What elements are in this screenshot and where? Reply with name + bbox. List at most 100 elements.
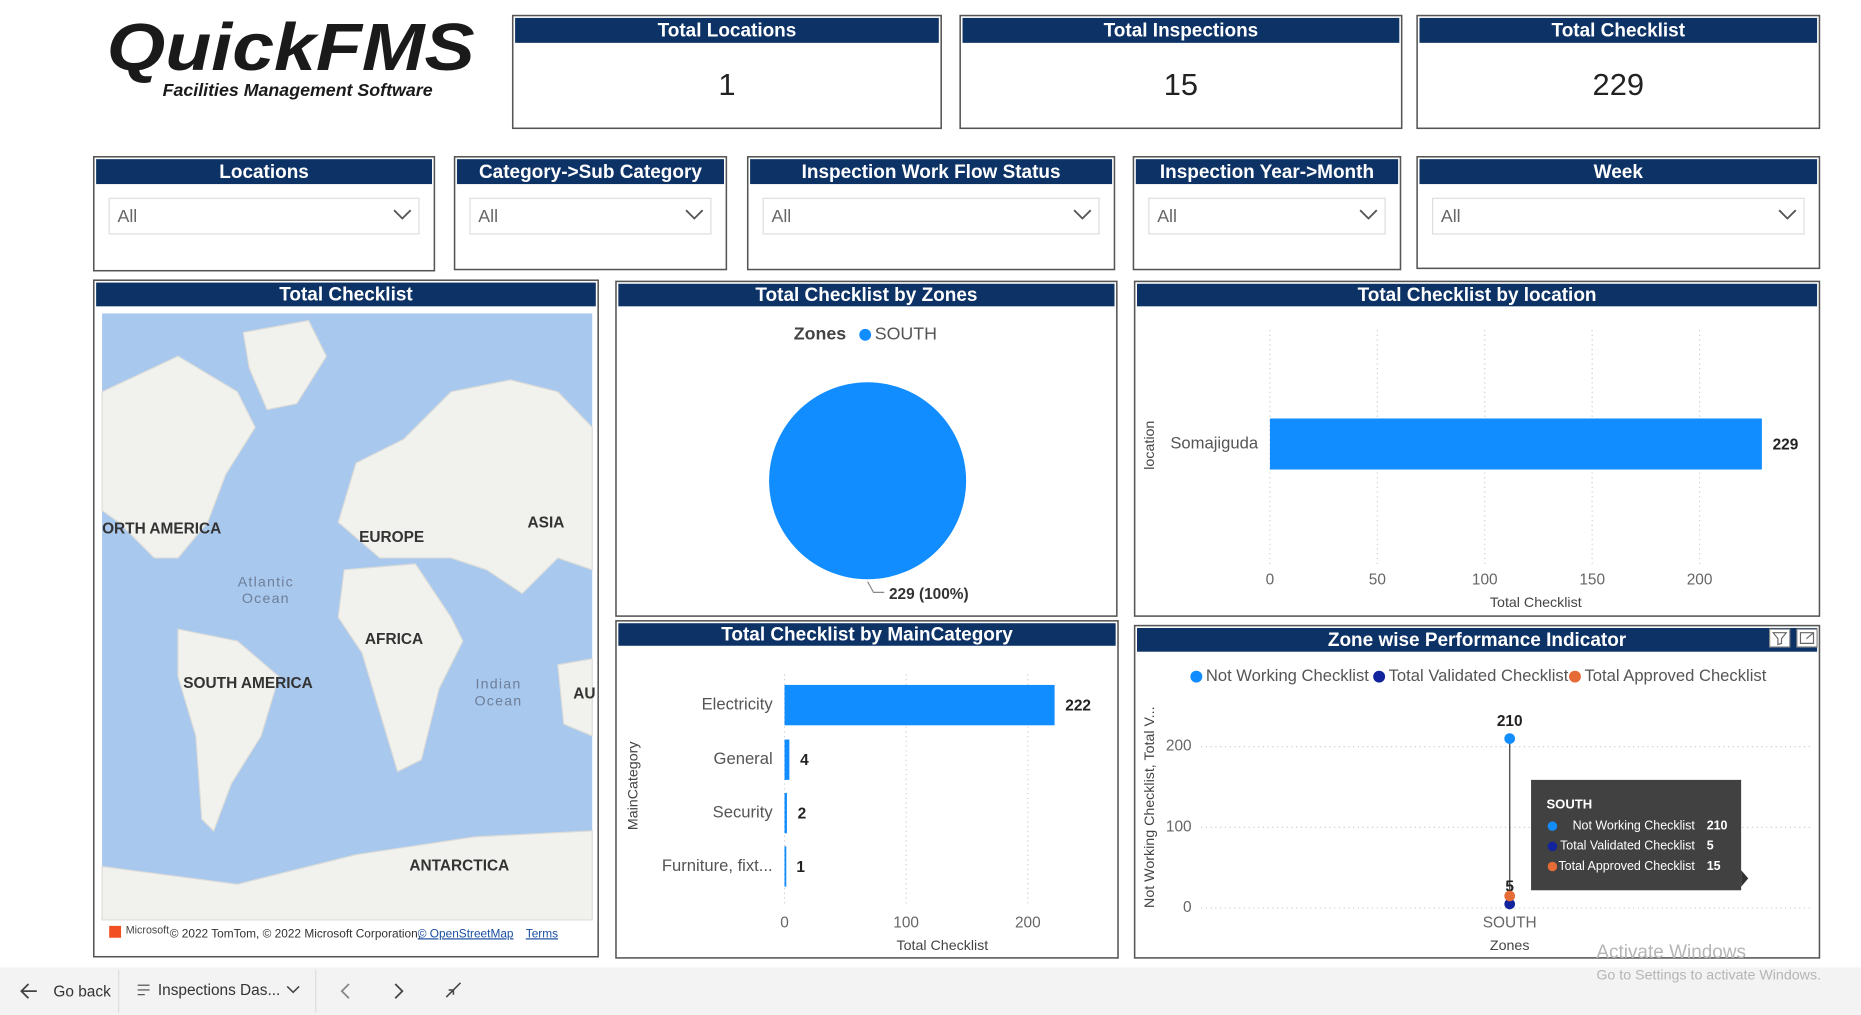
panel-header bbox=[1137, 283, 1818, 307]
x-tick-label: 200 bbox=[1015, 915, 1041, 932]
legend-title: Zones bbox=[794, 324, 847, 344]
category-label: Electricity bbox=[702, 695, 774, 714]
x-tick-label: 200 bbox=[1687, 572, 1713, 589]
tooltip-name: Total Approved Checklist bbox=[1558, 859, 1695, 873]
scatter-point bbox=[1504, 890, 1516, 902]
map-osm-link[interactable]: © OpenStreetMap bbox=[418, 926, 514, 940]
y-axis-label: location bbox=[1142, 421, 1158, 470]
panel-title: Total Checklist bbox=[279, 285, 413, 306]
go-back-button[interactable]: Go back bbox=[20, 983, 111, 1000]
y-tick-label: 100 bbox=[1166, 818, 1192, 835]
legend-label: Not Working Checklist bbox=[1206, 666, 1369, 685]
card-value: 15 bbox=[1164, 67, 1198, 102]
map-label: AFRICA bbox=[365, 631, 423, 648]
fullscreen-exit-button[interactable] bbox=[445, 982, 462, 998]
dropdown-box[interactable] bbox=[762, 197, 1100, 235]
map-land bbox=[242, 319, 328, 411]
panel-header bbox=[456, 159, 724, 185]
dropdown-box[interactable] bbox=[1431, 197, 1805, 235]
point-data-label: 210 bbox=[1497, 713, 1523, 730]
logo-title: QuickFMS bbox=[107, 11, 475, 85]
footer-bar bbox=[0, 967, 1861, 1015]
panel-header bbox=[96, 159, 433, 185]
dropdown-box[interactable] bbox=[108, 197, 420, 235]
pie-data-label: 229 (100%) bbox=[889, 586, 969, 603]
panel-title: Inspection Work Flow Status bbox=[802, 162, 1061, 183]
dropdown[interactable]: All bbox=[1431, 197, 1805, 235]
tooltip-title: SOUTH bbox=[1546, 796, 1592, 811]
dropdown-value: All bbox=[117, 206, 137, 226]
legend-dot bbox=[859, 328, 872, 341]
panel-header bbox=[1419, 17, 1818, 43]
ocean-label: Ocean bbox=[475, 693, 523, 709]
bar bbox=[1269, 418, 1762, 470]
y-axis-label: MainCategory bbox=[626, 741, 642, 830]
x-axis-label: Zones bbox=[1490, 938, 1530, 954]
tooltip-value: 15 bbox=[1707, 859, 1721, 873]
panel-header bbox=[618, 283, 1115, 307]
bar bbox=[784, 684, 1055, 726]
tooltip-value: 5 bbox=[1707, 839, 1714, 853]
map-land bbox=[101, 355, 256, 559]
go-back-label: Go back bbox=[53, 983, 111, 1000]
tooltip-name: Not Working Checklist bbox=[1573, 818, 1696, 832]
map-attribution: © 2022 TomTom, © 2022 Microsoft Corporat… bbox=[170, 926, 421, 940]
scatter-point bbox=[1504, 898, 1516, 910]
bar bbox=[784, 792, 787, 834]
map-land bbox=[177, 628, 280, 832]
prev-page-button[interactable] bbox=[340, 983, 350, 999]
dropdown[interactable]: All bbox=[1148, 197, 1386, 235]
page-chevron bbox=[286, 985, 300, 994]
x-tick-label: 100 bbox=[1472, 572, 1498, 589]
panel-title: Total Checklist by location bbox=[1358, 285, 1597, 306]
bar-value-label: 2 bbox=[798, 805, 807, 822]
panel-title: Total Inspections bbox=[1104, 21, 1259, 42]
map-land bbox=[337, 379, 593, 595]
point-data-label: 5 bbox=[1505, 878, 1514, 895]
bar-value-label: 229 bbox=[1773, 436, 1799, 453]
legend-label: Total Approved Checklist bbox=[1584, 666, 1766, 685]
tooltip-box bbox=[1531, 779, 1742, 891]
legend-dot bbox=[1190, 670, 1203, 683]
tooltip-dot bbox=[1547, 821, 1558, 831]
panel-title: Locations bbox=[219, 162, 309, 183]
filter-icon[interactable] bbox=[1769, 628, 1791, 648]
next-page-button[interactable] bbox=[394, 983, 404, 999]
tooltip-name: Total Validated Checklist bbox=[1560, 839, 1695, 853]
watermark-text: Go to Settings to activate Windows. bbox=[1596, 967, 1821, 983]
page-icon bbox=[137, 984, 150, 996]
panel-header bbox=[1419, 159, 1818, 185]
panel-header bbox=[515, 17, 939, 43]
y-tick-label: 0 bbox=[1183, 899, 1192, 916]
tooltip: SOUTH Not Working Checklist 210 Total Valid… bbox=[1531, 779, 1749, 891]
map-label: ASIA bbox=[528, 515, 565, 532]
panel-header bbox=[96, 282, 596, 307]
dropdown-chevron bbox=[1778, 209, 1797, 220]
panel-header bbox=[750, 159, 1113, 185]
map-label: SOUTH AMERICA bbox=[183, 675, 313, 692]
dropdown-box[interactable] bbox=[1148, 197, 1386, 235]
scatter-point bbox=[1504, 733, 1516, 744]
map-land bbox=[557, 658, 593, 737]
category-label: Furniture, fixt... bbox=[662, 856, 773, 875]
dropdown[interactable]: All bbox=[108, 197, 420, 235]
dropdown[interactable]: All bbox=[469, 197, 712, 235]
dropdown-value: All bbox=[771, 206, 791, 226]
y-tick-label: 200 bbox=[1166, 738, 1192, 755]
panel-header bbox=[618, 623, 1116, 646]
bar bbox=[784, 739, 790, 780]
dropdown[interactable]: All bbox=[762, 197, 1100, 235]
panel-title: Total Checklist by MainCategory bbox=[721, 625, 1013, 646]
dropdown-chevron bbox=[1359, 209, 1378, 220]
map-terms-link[interactable]: Terms bbox=[526, 926, 558, 940]
panel-title: Week bbox=[1594, 162, 1644, 183]
dropdown-chevron bbox=[685, 209, 704, 220]
bar-value-label: 1 bbox=[796, 859, 805, 876]
dropdown-box[interactable] bbox=[469, 197, 712, 235]
x-axis-label: Total Checklist bbox=[896, 938, 988, 954]
panel-title: Total Checklist by Zones bbox=[755, 285, 977, 306]
map-brand: Microsoft bbox=[126, 924, 169, 936]
panel-header bbox=[1135, 159, 1399, 185]
page-selector[interactable]: Inspections Das... bbox=[137, 982, 300, 999]
category-label: Somajiguda bbox=[1170, 433, 1258, 452]
